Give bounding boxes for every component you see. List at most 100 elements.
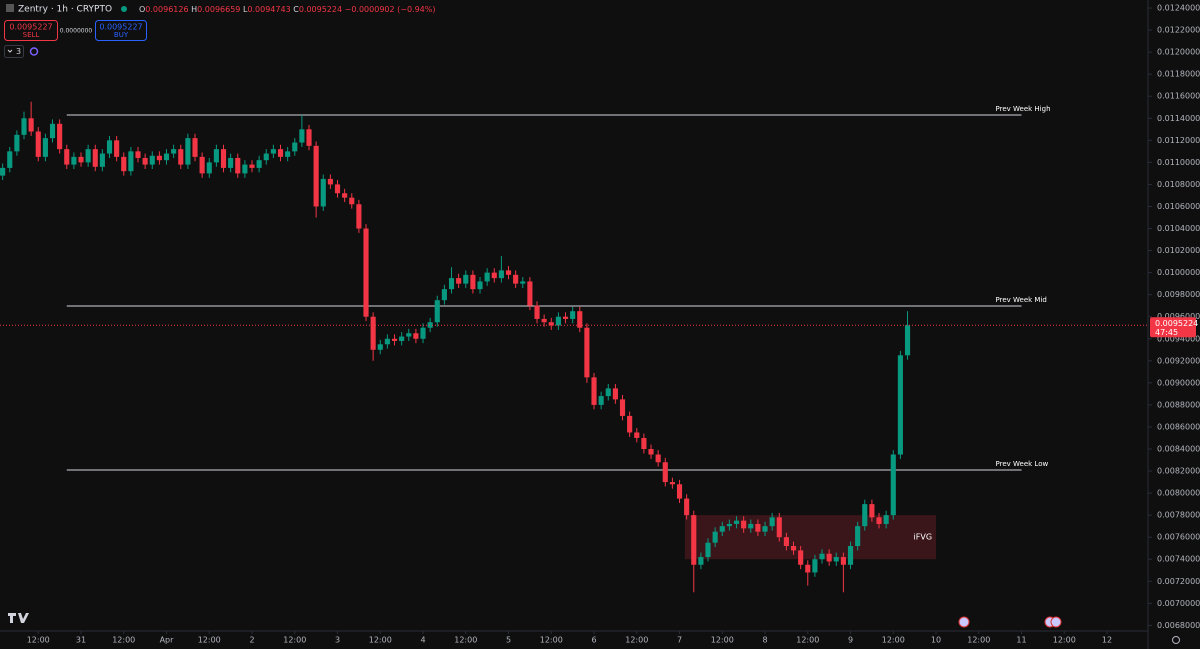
candle-body xyxy=(185,138,191,165)
event-flag[interactable] xyxy=(1050,616,1062,628)
candle-body xyxy=(684,498,690,516)
candle-body xyxy=(377,344,383,350)
buy-button[interactable] xyxy=(95,20,147,41)
sell-button[interactable] xyxy=(4,20,58,41)
candle-body xyxy=(163,153,170,161)
candle-body xyxy=(7,151,13,168)
y-tick-label: 0.0088000 xyxy=(1157,400,1200,409)
settings-icon[interactable] xyxy=(1172,636,1180,644)
indicator-count: 3 xyxy=(16,47,21,56)
candle-body xyxy=(57,123,63,150)
y-tick-label: 0.0118000 xyxy=(1157,70,1200,79)
y-tick-label: 0.0084000 xyxy=(1157,444,1200,453)
candle-body xyxy=(648,448,654,455)
candle-body xyxy=(719,526,725,532)
candle-body xyxy=(669,482,675,485)
x-tick-label: 5 xyxy=(506,636,511,645)
y-tick-label: 0.0116000 xyxy=(1157,92,1200,101)
candle-body xyxy=(242,164,248,174)
candle-body xyxy=(505,270,512,275)
candle-body xyxy=(555,316,561,326)
y-tick-label: 0.0102000 xyxy=(1157,246,1200,255)
x-tick-label: 12:00 xyxy=(454,636,477,645)
y-tick-label: 0.0114000 xyxy=(1157,114,1200,123)
candle-body xyxy=(334,184,341,194)
candle-body xyxy=(498,270,504,279)
candle-body xyxy=(363,228,369,317)
y-tick-label: 0.0098000 xyxy=(1157,290,1200,299)
ohlc-value: 0.0096126 xyxy=(145,5,188,14)
candle-body xyxy=(847,546,854,565)
candle-body xyxy=(249,164,255,168)
candle-body xyxy=(413,333,419,339)
x-tick-label: 4 xyxy=(420,636,425,645)
y-tick-label: 0.0072000 xyxy=(1157,577,1200,586)
buy-price: 0.0095227 xyxy=(99,23,142,32)
candle-body xyxy=(0,167,6,176)
candle-body xyxy=(726,523,732,527)
candle-body xyxy=(299,129,305,143)
candle-body xyxy=(220,149,227,168)
ohlc-key: C xyxy=(293,5,299,14)
candle-body xyxy=(470,274,476,290)
candle-body xyxy=(121,156,127,172)
candle-body xyxy=(591,377,597,405)
sell-label: SELL xyxy=(23,31,40,39)
candle-body xyxy=(790,546,797,551)
candle-body xyxy=(477,281,483,290)
candle-body xyxy=(641,437,647,449)
candle-body xyxy=(605,388,611,397)
level-label: Prev Week High xyxy=(996,105,1051,113)
candle-body xyxy=(897,355,903,455)
candle-body xyxy=(676,484,683,499)
candle-body xyxy=(128,151,134,172)
x-tick-label: 12:00 xyxy=(27,636,50,645)
last-price-tag xyxy=(1150,317,1196,338)
candle-body xyxy=(235,157,241,174)
zone xyxy=(684,515,937,560)
x-tick-label: 12:00 xyxy=(967,636,990,645)
candle-body xyxy=(156,155,162,161)
indicators-toggle[interactable] xyxy=(4,45,24,58)
candle-body xyxy=(320,178,326,207)
y-tick-label: 0.0074000 xyxy=(1157,555,1200,564)
y-tick-label: 0.0082000 xyxy=(1157,467,1200,476)
candle-body xyxy=(762,526,768,532)
level-label: Prev Week Low xyxy=(996,460,1049,468)
x-tick-label: 12:00 xyxy=(198,636,221,645)
zone-label: iFVG xyxy=(914,533,933,542)
x-tick-label: 12:00 xyxy=(540,636,563,645)
candle-body xyxy=(313,145,319,207)
x-tick-label: 12:00 xyxy=(796,636,819,645)
x-tick-label: 7 xyxy=(677,636,682,645)
indicator-icon[interactable] xyxy=(29,47,39,56)
candle-body xyxy=(263,153,269,161)
candle-body xyxy=(577,311,583,328)
candle-body xyxy=(876,517,882,524)
countdown: 47:45 xyxy=(1155,328,1178,337)
candle-body xyxy=(406,333,412,337)
x-tick-label: 31 xyxy=(76,636,86,645)
candle-body xyxy=(228,157,234,168)
event-flag[interactable] xyxy=(958,616,970,628)
symbol: Zentry · 1h · CRYPTO xyxy=(18,5,112,15)
candle-body xyxy=(85,149,91,163)
candle-body xyxy=(826,553,832,562)
candle-body xyxy=(14,134,20,152)
ohlc-value: 0.0094743 xyxy=(247,5,290,14)
candle-body xyxy=(855,526,861,547)
sell-price: 0.0095227 xyxy=(9,23,52,32)
candle-body xyxy=(149,155,155,165)
x-tick-label: 10 xyxy=(931,636,941,645)
candle-body xyxy=(114,140,120,157)
last-price-label: 0.0095224 xyxy=(1155,319,1198,328)
x-tick-label: 12:00 xyxy=(882,636,905,645)
candle-body xyxy=(712,531,718,543)
x-tick-label: 11 xyxy=(1016,636,1026,645)
candle-body xyxy=(619,399,626,416)
candle-body xyxy=(598,396,604,405)
candle-body xyxy=(270,149,276,154)
